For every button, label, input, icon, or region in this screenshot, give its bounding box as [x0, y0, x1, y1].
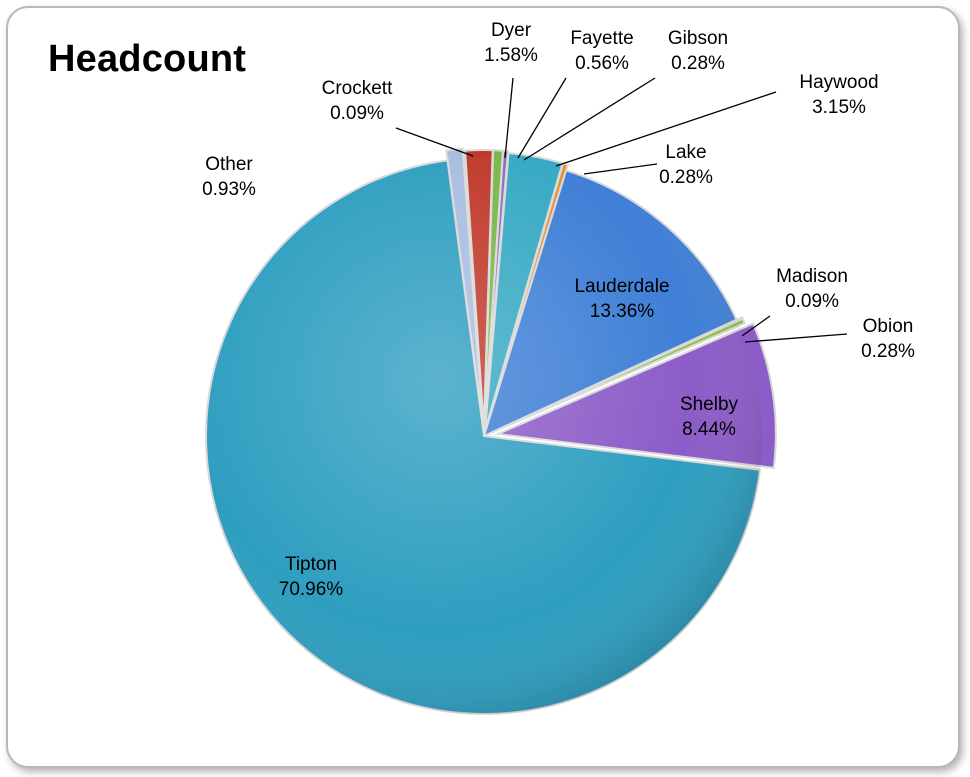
slice-value-other: 0.93%: [202, 179, 256, 200]
leader-line-fayette: [517, 77, 567, 159]
slice-name-madison: Madison: [776, 266, 848, 287]
leader-lines: [395, 77, 848, 343]
leader-line-gibson: [523, 77, 656, 161]
slice-value-obion: 0.28%: [861, 341, 915, 362]
slice-value-madison: 0.09%: [785, 291, 839, 312]
slice-name-fayette: Fayette: [570, 28, 633, 49]
slice-name-gibson: Gibson: [668, 28, 728, 49]
slice-label-lauderdale: Lauderdale 13.36%: [574, 276, 669, 322]
slice-label-haywood: Haywood 3.15%: [799, 72, 878, 118]
slice-label-other: Other 0.93%: [202, 154, 256, 200]
slice-value-crockett: 0.09%: [330, 103, 384, 124]
slice-value-lauderdale: 13.36%: [590, 301, 655, 322]
slice-labels: Crockett 0.09% Dyer 1.58% Fayette 0.56% Gibson…: [202, 20, 915, 600]
slice-label-lake: Lake 0.28%: [659, 142, 713, 188]
leader-line-haywood: [555, 91, 777, 167]
slice-name-crockett: Crockett: [322, 78, 393, 99]
slice-name-shelby: Shelby: [680, 394, 739, 415]
leader-line-lake: [583, 163, 658, 175]
slice-name-tipton: Tipton: [285, 554, 337, 575]
slice-name-obion: Obion: [863, 316, 914, 337]
chart-title: Headcount: [48, 38, 247, 80]
slice-name-other: Other: [205, 154, 253, 175]
slice-name-haywood: Haywood: [799, 72, 878, 93]
slice-value-gibson: 0.28%: [671, 53, 725, 74]
slice-label-dyer: Dyer 1.58%: [484, 20, 538, 66]
slice-value-dyer: 1.58%: [484, 45, 538, 66]
slice-value-tipton: 70.96%: [279, 579, 344, 600]
slice-label-crockett: Crockett 0.09%: [322, 78, 393, 124]
slice-value-haywood: 3.15%: [812, 97, 866, 118]
leader-line-obion: [744, 333, 848, 343]
slice-name-dyer: Dyer: [491, 20, 532, 41]
slice-label-fayette: Fayette 0.56%: [570, 28, 633, 74]
slice-label-tipton: Tipton 70.96%: [279, 554, 344, 600]
slice-value-shelby: 8.44%: [682, 419, 736, 440]
slice-label-shelby: Shelby 8.44%: [680, 394, 739, 440]
slice-name-lake: Lake: [665, 142, 706, 163]
leader-line-dyer: [504, 77, 514, 159]
slice-value-lake: 0.28%: [659, 167, 713, 188]
slice-name-lauderdale: Lauderdale: [574, 276, 669, 297]
slice-label-obion: Obion 0.28%: [861, 316, 915, 362]
leader-line-madison: [741, 315, 771, 337]
leader-line-crockett: [395, 127, 474, 157]
slice-label-madison: Madison 0.09%: [776, 266, 848, 312]
slice-label-gibson: Gibson 0.28%: [668, 28, 728, 74]
slice-value-fayette: 0.56%: [575, 53, 629, 74]
